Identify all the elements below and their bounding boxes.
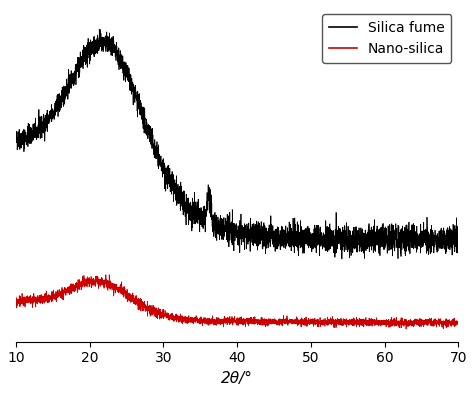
Legend: Silica fume, Nano-silica: Silica fume, Nano-silica (322, 14, 451, 63)
X-axis label: 2θ/°: 2θ/° (221, 371, 253, 386)
